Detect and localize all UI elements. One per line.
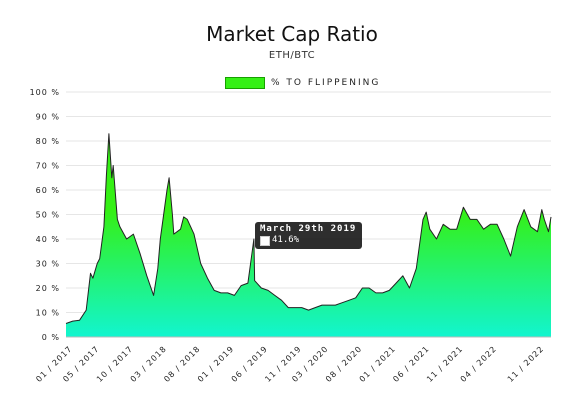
legend-label: % TO FLIPPENING: [271, 78, 381, 88]
legend[interactable]: % TO FLIPPENING: [225, 76, 380, 90]
y-tick-label: 90 %: [36, 113, 60, 122]
x-tick-label: 11 / 2022: [506, 344, 546, 384]
x-tick-label: 04 / 2022: [459, 344, 499, 384]
y-tick-label: 40 %: [36, 235, 60, 244]
y-tick-label: 80 %: [36, 137, 60, 146]
y-tick-label: 100 %: [30, 88, 60, 97]
chart-title: Market Cap Ratio: [206, 22, 378, 46]
legend-swatch: [225, 77, 265, 89]
series-area: [66, 133, 551, 337]
chart-subtitle: ETH/BTC: [268, 50, 316, 61]
y-axis-ticks: 0 % 10 % 20 % 30 % 40 % 50 % 60 % 70 % 80 % 90 % 1…: [30, 88, 60, 342]
y-tick-label: 20 %: [36, 284, 60, 293]
tooltip: March 29th 2019 41.6%: [255, 222, 363, 249]
tooltip-value: 41.6%: [272, 235, 300, 245]
y-tick-label: 50 %: [36, 211, 60, 220]
y-tick-label: 10 %: [36, 309, 60, 318]
tooltip-swatch: [260, 235, 270, 246]
tooltip-date: March 29th 2019: [260, 224, 357, 234]
y-tick-label: 70 %: [36, 162, 60, 171]
y-tick-label: 30 %: [36, 260, 60, 269]
y-tick-label: 0 %: [42, 333, 60, 342]
y-tick-label: 60 %: [36, 186, 60, 195]
series-line: [65, 133, 552, 324]
